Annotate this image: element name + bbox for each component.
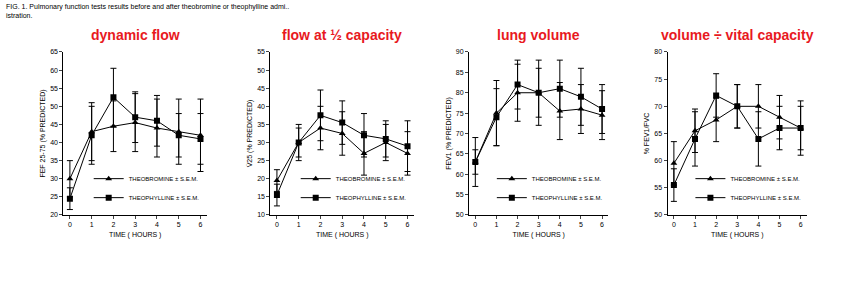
svg-text:2: 2 [111,221,115,228]
svg-text:4: 4 [155,221,159,228]
svg-text:6: 6 [199,221,203,228]
svg-text:0: 0 [275,221,279,228]
svg-text:TIME ( HOURS ): TIME ( HOURS ) [512,231,565,239]
svg-text:5: 5 [177,221,181,228]
svg-text:50: 50 [257,67,265,74]
svg-text:2: 2 [516,221,520,228]
svg-text:THEOPHYLLINE ± S.E.M.: THEOPHYLLINE ± S.E.M. [532,195,603,201]
svg-text:40: 40 [50,139,58,146]
svg-text:3: 3 [537,221,541,228]
svg-text:THEOBROMINE ± S.E.M.: THEOBROMINE ± S.E.M. [532,176,602,182]
svg-text:flow at ½ capacity: flow at ½ capacity [282,27,402,43]
svg-text:5: 5 [579,221,583,228]
svg-text:TIME ( HOURS ): TIME ( HOURS ) [316,231,369,239]
svg-text:4: 4 [558,221,562,228]
svg-text:65: 65 [456,150,464,157]
svg-text:5: 5 [384,221,388,228]
svg-text:0: 0 [68,221,72,228]
svg-text:30: 30 [50,175,58,182]
svg-text:THEOPHYLLINE ± S.E.M.: THEOPHYLLINE ± S.E.M. [730,195,801,201]
svg-text:80: 80 [456,89,464,96]
svg-text:6: 6 [600,221,604,228]
svg-text:85: 85 [456,69,464,76]
svg-text:55: 55 [50,85,58,92]
svg-text:THEOPHYLLINE ± S.E.M.: THEOPHYLLINE ± S.E.M. [336,195,407,201]
svg-text:30: 30 [257,139,265,146]
svg-text:70: 70 [654,103,662,110]
svg-text:60: 60 [456,171,464,178]
svg-text:40: 40 [257,103,265,110]
svg-text:15: 15 [257,193,265,200]
svg-text:90: 90 [456,48,464,55]
svg-text:THEOBROMINE ± S.E.M.: THEOBROMINE ± S.E.M. [730,176,800,182]
svg-text:V̇25 (% PREDICTED): V̇25 (% PREDICTED) [246,100,254,168]
svg-text:6: 6 [799,221,803,228]
svg-text:70: 70 [456,130,464,137]
svg-text:3: 3 [133,221,137,228]
svg-text:0: 0 [473,221,477,228]
svg-text:5: 5 [778,221,782,228]
svg-text:50: 50 [50,103,58,110]
svg-text:0: 0 [672,221,676,228]
svg-text:1: 1 [494,221,498,228]
svg-text:45: 45 [257,85,265,92]
svg-text:1: 1 [297,221,301,228]
svg-text:65: 65 [50,48,58,55]
svg-text:volume ÷ vital capacity: volume ÷ vital capacity [661,27,814,43]
svg-text:lung volume: lung volume [497,27,580,43]
svg-text:3: 3 [735,221,739,228]
svg-text:THEOPHYLLINE ± S.E.M.: THEOPHYLLINE ± S.E.M. [129,195,200,201]
svg-text:55: 55 [257,48,265,55]
svg-text:20: 20 [257,175,265,182]
svg-text:THEOBROMINE ± S.E.M.: THEOBROMINE ± S.E.M. [129,176,199,182]
svg-text:75: 75 [654,76,662,83]
svg-text:10: 10 [257,211,265,218]
svg-text:35: 35 [50,157,58,164]
svg-text:2: 2 [319,221,323,228]
svg-text:60: 60 [654,157,662,164]
svg-text:4: 4 [362,221,366,228]
svg-text:dynamic flow: dynamic flow [91,27,180,43]
svg-text:FEF 25-75 (% PREDICTED): FEF 25-75 (% PREDICTED) [39,89,47,177]
svg-text:20: 20 [50,211,58,218]
svg-text:2: 2 [714,221,718,228]
svg-text:75: 75 [456,110,464,117]
svg-text:THEOBROMINE ± S.E.M.: THEOBROMINE ± S.E.M. [336,176,406,182]
svg-text:1: 1 [90,221,94,228]
svg-text:FIG. 1. Pulmonary function tes: FIG. 1. Pulmonary function tests results… [6,3,289,19]
svg-text:25: 25 [257,157,265,164]
svg-text:55: 55 [654,184,662,191]
svg-text:TIME ( HOURS ): TIME ( HOURS ) [109,231,162,239]
svg-text:% FEV1/FVC: % FEV1/FVC [643,113,650,155]
svg-text:3: 3 [340,221,344,228]
svg-text:FEV1 (% PREDICTED): FEV1 (% PREDICTED) [445,97,453,170]
svg-text:1: 1 [693,221,697,228]
svg-text:25: 25 [50,193,58,200]
svg-text:55: 55 [456,191,464,198]
svg-text:4: 4 [756,221,760,228]
svg-text:35: 35 [257,121,265,128]
svg-text:TIME ( HOURS ): TIME ( HOURS ) [711,231,764,239]
svg-text:50: 50 [654,211,662,218]
svg-text:50: 50 [456,211,464,218]
svg-text:60: 60 [50,67,58,74]
svg-text:6: 6 [406,221,410,228]
svg-text:65: 65 [654,130,662,137]
svg-text:45: 45 [50,121,58,128]
svg-text:80: 80 [654,48,662,55]
